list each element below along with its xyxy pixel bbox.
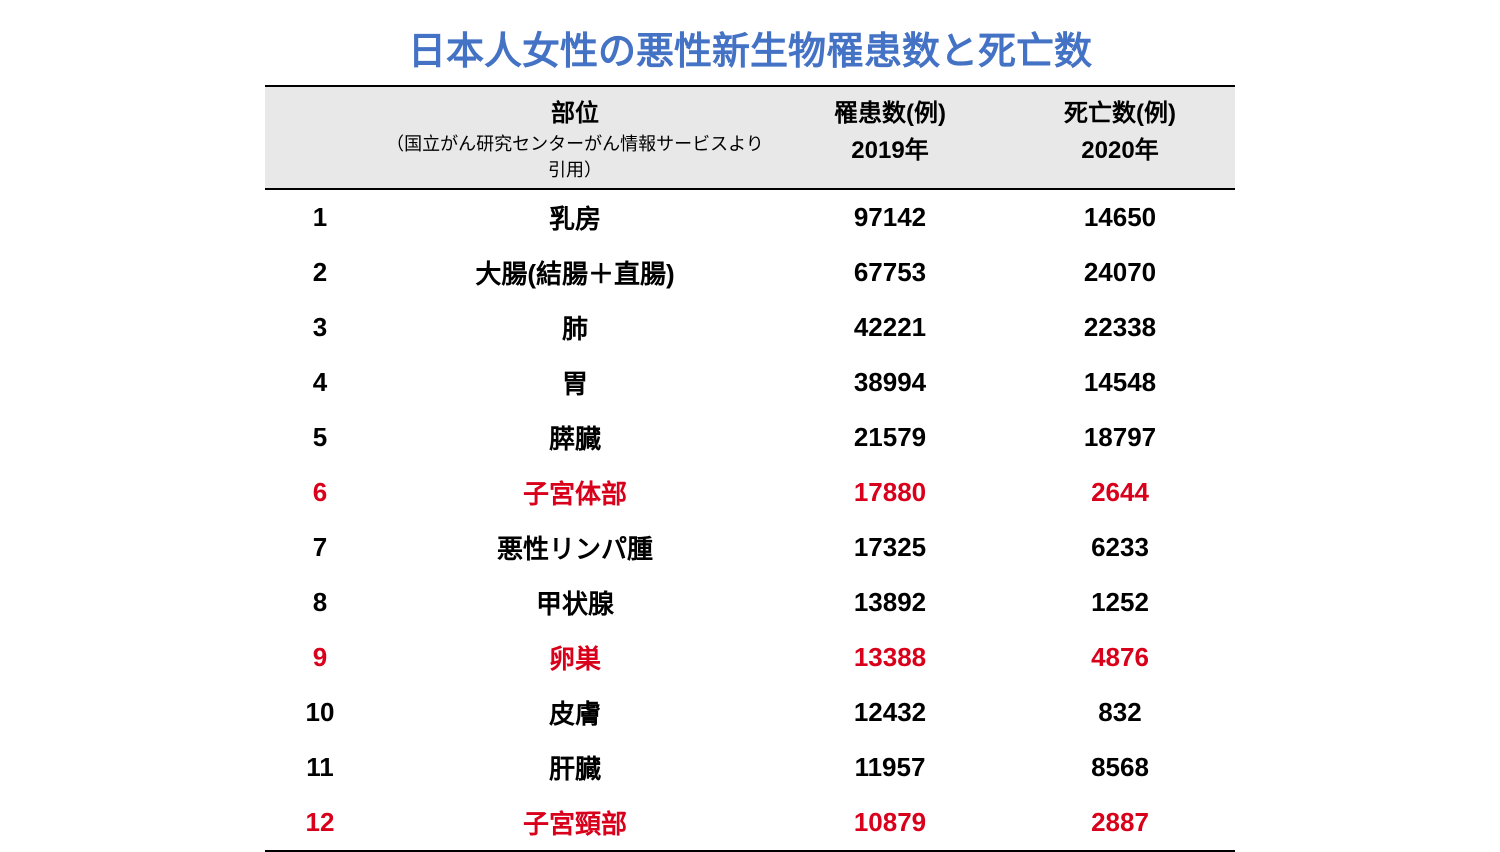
header-deaths-top: 死亡数(例) xyxy=(1064,100,1176,127)
site-cell: 皮膚 xyxy=(375,685,775,740)
deaths-cell: 24070 xyxy=(1005,245,1235,300)
incidence-cell: 13388 xyxy=(775,630,1005,685)
deaths-cell: 832 xyxy=(1005,685,1235,740)
incidence-cell: 11957 xyxy=(775,740,1005,795)
rank-cell: 2 xyxy=(265,245,375,300)
rank-cell: 4 xyxy=(265,355,375,410)
header-rank xyxy=(265,86,375,189)
table-body: 1乳房97142146502大腸(結腸＋直腸)67753240703肺42221… xyxy=(265,189,1235,851)
table-row: 9卵巣133884876 xyxy=(265,630,1235,685)
table-row: 2大腸(結腸＋直腸)6775324070 xyxy=(265,245,1235,300)
table-row: 7悪性リンパ腫173256233 xyxy=(265,520,1235,575)
site-cell: 卵巣 xyxy=(375,630,775,685)
deaths-cell: 18797 xyxy=(1005,410,1235,465)
rank-cell: 11 xyxy=(265,740,375,795)
site-cell: 膵臓 xyxy=(375,410,775,465)
table-row: 11肝臓119578568 xyxy=(265,740,1235,795)
header-site: 部位 （国立がん研究センターがん情報サービスより引用） xyxy=(375,86,775,189)
cancer-table-container: 部位 （国立がん研究センターがん情報サービスより引用） 罹患数(例) 2019年… xyxy=(265,85,1235,852)
incidence-cell: 67753 xyxy=(775,245,1005,300)
site-cell: 悪性リンパ腫 xyxy=(375,520,775,575)
rank-cell: 5 xyxy=(265,410,375,465)
rank-cell: 7 xyxy=(265,520,375,575)
deaths-cell: 6233 xyxy=(1005,520,1235,575)
deaths-cell: 14650 xyxy=(1005,189,1235,245)
incidence-cell: 21579 xyxy=(775,410,1005,465)
incidence-cell: 13892 xyxy=(775,575,1005,630)
rank-cell: 1 xyxy=(265,189,375,245)
rank-cell: 8 xyxy=(265,575,375,630)
table-row: 5膵臓2157918797 xyxy=(265,410,1235,465)
header-row: 部位 （国立がん研究センターがん情報サービスより引用） 罹患数(例) 2019年… xyxy=(265,86,1235,189)
incidence-cell: 17325 xyxy=(775,520,1005,575)
site-cell: 肺 xyxy=(375,300,775,355)
header-site-top: 部位 xyxy=(551,100,599,127)
header-incidence-year: 2019年 xyxy=(783,130,997,165)
header-deaths: 死亡数(例) 2020年 xyxy=(1005,86,1235,189)
deaths-cell: 8568 xyxy=(1005,740,1235,795)
site-cell: 子宮体部 xyxy=(375,465,775,520)
page-title: 日本人女性の悪性新生物罹患数と死亡数 xyxy=(408,20,1092,75)
incidence-cell: 38994 xyxy=(775,355,1005,410)
header-incidence-top: 罹患数(例) xyxy=(834,100,946,127)
site-cell: 胃 xyxy=(375,355,775,410)
table-row: 1乳房9714214650 xyxy=(265,189,1235,245)
incidence-cell: 10879 xyxy=(775,795,1005,851)
table-row: 10皮膚12432832 xyxy=(265,685,1235,740)
site-cell: 肝臓 xyxy=(375,740,775,795)
table-row: 4胃3899414548 xyxy=(265,355,1235,410)
header-incidence: 罹患数(例) 2019年 xyxy=(775,86,1005,189)
table-row: 12子宮頸部108792887 xyxy=(265,795,1235,851)
incidence-cell: 12432 xyxy=(775,685,1005,740)
deaths-cell: 14548 xyxy=(1005,355,1235,410)
deaths-cell: 2644 xyxy=(1005,465,1235,520)
deaths-cell: 2887 xyxy=(1005,795,1235,851)
site-cell: 大腸(結腸＋直腸) xyxy=(375,245,775,300)
cancer-table: 部位 （国立がん研究センターがん情報サービスより引用） 罹患数(例) 2019年… xyxy=(265,85,1235,852)
deaths-cell: 22338 xyxy=(1005,300,1235,355)
rank-cell: 9 xyxy=(265,630,375,685)
site-cell: 乳房 xyxy=(375,189,775,245)
rank-cell: 12 xyxy=(265,795,375,851)
deaths-cell: 4876 xyxy=(1005,630,1235,685)
rank-cell: 10 xyxy=(265,685,375,740)
table-row: 8甲状腺138921252 xyxy=(265,575,1235,630)
site-cell: 子宮頸部 xyxy=(375,795,775,851)
incidence-cell: 17880 xyxy=(775,465,1005,520)
rank-cell: 3 xyxy=(265,300,375,355)
header-deaths-year: 2020年 xyxy=(1013,130,1227,165)
header-site-sub: （国立がん研究センターがん情報サービスより引用） xyxy=(383,130,767,182)
rank-cell: 6 xyxy=(265,465,375,520)
table-row: 3肺4222122338 xyxy=(265,300,1235,355)
deaths-cell: 1252 xyxy=(1005,575,1235,630)
incidence-cell: 42221 xyxy=(775,300,1005,355)
table-row: 6子宮体部178802644 xyxy=(265,465,1235,520)
site-cell: 甲状腺 xyxy=(375,575,775,630)
incidence-cell: 97142 xyxy=(775,189,1005,245)
